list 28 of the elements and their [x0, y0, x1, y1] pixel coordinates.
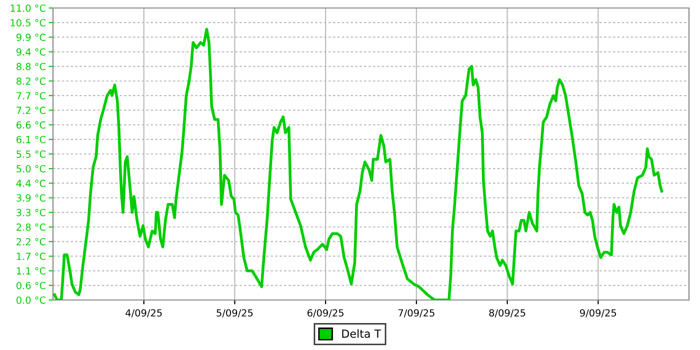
y-tick-label: 7.7 °C: [16, 92, 46, 100]
y-tick-label: 3.9 °C: [16, 194, 46, 202]
x-tick-label: 9/09/25: [580, 309, 616, 318]
y-tick-label: 5.0 °C: [16, 165, 46, 172]
y-tick-label: 3.3 °C: [16, 208, 46, 216]
y-tick-label: 11.0 °C: [10, 4, 46, 12]
x-tick-label: 4/09/25: [126, 309, 162, 318]
y-tick-label: 6.6 °C: [16, 121, 46, 129]
y-tick-label: 5.5 °C: [16, 150, 46, 158]
y-tick-label: 2.2 °C: [16, 238, 46, 246]
y-tick-label: 1.1 °C: [16, 267, 46, 275]
x-tick-label: 6/09/25: [308, 309, 344, 318]
x-tick-label: 8/09/25: [489, 309, 526, 318]
x-tick-label: 7/09/25: [398, 309, 434, 318]
y-tick-label: 10.5 °C: [10, 19, 46, 26]
y-tick-label: 2.8 °C: [16, 223, 46, 231]
y-tick-label: 8.2 °C: [16, 77, 46, 85]
x-tick-label: 5/09/25: [216, 309, 253, 318]
y-tick-label: 9.9 °C: [16, 34, 46, 42]
y-tick-label: 8.8 °C: [16, 62, 46, 70]
y-tick-label: 4.4 °C: [16, 180, 46, 188]
y-tick-label: 7.2 °C: [16, 106, 46, 114]
y-tick-label: 6.1 °C: [16, 136, 46, 144]
y-tick-label: 1.7 °C: [16, 252, 46, 260]
legend-label: Delta T: [342, 329, 382, 338]
y-tick-label: 0.6 °C: [16, 282, 46, 290]
y-tick-label: 9.4 °C: [16, 48, 46, 56]
y-tick-label: 0.0 °C: [16, 296, 46, 304]
